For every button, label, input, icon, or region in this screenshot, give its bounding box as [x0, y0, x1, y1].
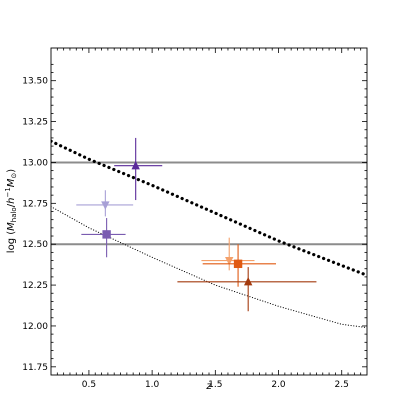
thin-dotted-curve	[51, 206, 367, 329]
y-tick-label: 12.25	[22, 281, 48, 291]
data-point-2	[114, 137, 163, 201]
triangle-down-marker	[225, 256, 234, 266]
axis-tick-labels: 0.5 1.0 1.5 2.0 2.5 11.75 12.00 12.25 12.50 12.75…	[22, 77, 349, 390]
y-axis-label: log (Mhalo/h−1M⊙)	[4, 169, 18, 254]
y-tick-label: 12.75	[22, 199, 48, 209]
data-point-3	[201, 237, 255, 271]
model-curves	[51, 139, 367, 329]
square-marker	[233, 259, 243, 269]
data-point-1	[81, 218, 126, 258]
triangle-up-marker	[131, 160, 140, 170]
data-point-0	[76, 190, 134, 217]
x-tick-label: 0.5	[82, 380, 96, 390]
axis-ticks	[51, 48, 367, 375]
y-tick-label: 12.00	[22, 322, 48, 332]
reference-lines	[51, 161, 367, 246]
triangle-down-marker	[101, 201, 110, 210]
y-tick-label: 12.50	[22, 240, 48, 250]
x-tick-label: 2.5	[335, 380, 349, 390]
data-point-4	[202, 244, 276, 287]
x-tick-label: 2.0	[271, 380, 286, 390]
data-points	[76, 137, 317, 312]
y-tick-label: 11.75	[22, 363, 48, 373]
triangle-up-marker	[243, 277, 253, 286]
x-tick-label: 1.0	[145, 380, 160, 390]
y-tick-label: 13.25	[22, 118, 48, 128]
y-tick-label: 13.00	[22, 158, 48, 168]
thick-dotted-curve	[51, 139, 367, 277]
svg-text:log (Mhalo/h−1M⊙): log (Mhalo/h−1M⊙)	[4, 169, 18, 254]
x-tick-label: 1.5	[208, 380, 222, 390]
square-marker	[102, 230, 111, 239]
x-axis-label: z	[205, 381, 212, 392]
plot-background	[51, 48, 367, 375]
data-point-5	[177, 267, 317, 312]
y-tick-label: 13.50	[22, 77, 48, 87]
